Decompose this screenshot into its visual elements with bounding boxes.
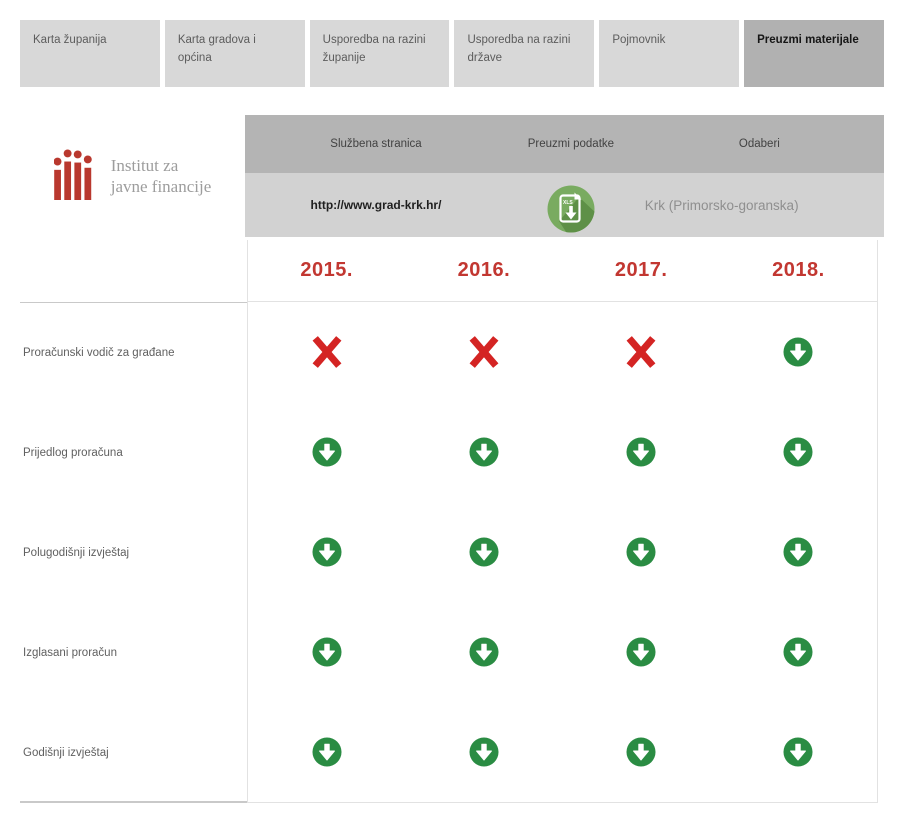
- download-icon-izglasani-proracun-2017[interactable]: [563, 602, 720, 702]
- selection-panel: Službena stranica Preuzmi podatke Odaber…: [245, 115, 884, 237]
- download-icon-prijedlog-proracuna-2017[interactable]: [563, 402, 720, 502]
- download-icon-godisnji-izvjestaj-2015[interactable]: [248, 702, 405, 802]
- download-icon-godisnji-izvjestaj-2017[interactable]: [563, 702, 720, 802]
- select-header: Odaberi: [738, 138, 780, 150]
- ijf-bars-logo-icon: [53, 148, 96, 205]
- download-icon-polugodisnji-izvjestaj-2017[interactable]: [563, 502, 720, 602]
- download-icon-prijedlog-proracuna-2015[interactable]: [248, 402, 405, 502]
- table-row: [248, 602, 877, 702]
- year-header-2018: 2018.: [772, 259, 825, 281]
- selected-municipality: Krk (Primorsko-goranska): [644, 197, 799, 213]
- selection-panel-values: http://www.grad-krk.hr/ XLS: [245, 173, 884, 237]
- download-icon-proracunski-vodic-za-gra-ane-2018[interactable]: [720, 302, 877, 402]
- download-icon-izglasani-proracun-2016[interactable]: [405, 602, 562, 702]
- download-icon-prijedlog-proracuna-2016[interactable]: [405, 402, 562, 502]
- tab-usporedba-na-razini-drzave[interactable]: Usporedba na razini države: [454, 20, 595, 87]
- row-label-godisnji-izvjestaj: Godišnji izvještaj: [23, 747, 109, 759]
- tab-pojmovnik[interactable]: Pojmovnik: [599, 20, 740, 87]
- tab-bar: Karta županija Karta gradova i općina Uspo…: [20, 20, 884, 87]
- row-label-proracunski-vodic-za-gra-ane: Proračunski vodič za građane: [23, 347, 175, 359]
- download-icon-izglasani-proracun-2018[interactable]: [720, 602, 877, 702]
- row-label-izglasani-proracun: Izglasani proračun: [23, 647, 117, 659]
- not-available-icon-proracunski-vodic-za-gra-ane-2016: [405, 302, 562, 402]
- row-labels: Proračunski vodič za građane Prijedlog pr…: [20, 302, 247, 803]
- tab-usporedba-na-razini-zupanije[interactable]: Usporedba na razini županije: [309, 20, 450, 87]
- table-row: [248, 302, 877, 402]
- year-header-2015: 2015.: [300, 259, 353, 281]
- download-icon-godisnji-izvjestaj-2016[interactable]: [405, 702, 562, 802]
- materials-table: 2015. 2016. 2017. 2018.: [247, 240, 878, 803]
- year-header-2016: 2016.: [457, 259, 511, 281]
- table-row: [248, 402, 877, 502]
- years-row: 2015. 2016. 2017. 2018.: [248, 240, 877, 302]
- table-row: [248, 702, 877, 802]
- year-header-2017: 2017.: [614, 259, 668, 281]
- download-icon-polugodisnji-izvjestaj-2016[interactable]: [405, 502, 562, 602]
- table-grid: [248, 302, 877, 802]
- official-site-header: Službena stranica: [330, 138, 422, 150]
- tab-preuzmi-materijale[interactable]: Preuzmi materijale: [744, 20, 884, 87]
- tab-karta-zupanija[interactable]: Karta županija: [20, 20, 160, 87]
- row-label-polugodisnji-izvjestaj: Polugodišnji izvještaj: [23, 547, 130, 559]
- not-available-icon-proracunski-vodic-za-gra-ane-2015: [248, 302, 405, 402]
- logo: Institut za javne financije: [20, 115, 245, 237]
- download-icon-polugodisnji-izvjestaj-2015[interactable]: [248, 502, 405, 602]
- not-available-icon-proracunski-vodic-za-gra-ane-2017: [563, 302, 720, 402]
- svg-text:XLS: XLS: [563, 200, 573, 206]
- row-label-prijedlog-proracuna: Prijedlog proračuna: [23, 447, 123, 459]
- official-site-link[interactable]: http://www.grad-krk.hr/: [310, 198, 442, 212]
- download-icon-prijedlog-proracuna-2018[interactable]: [720, 402, 877, 502]
- download-icon-godisnji-izvjestaj-2018[interactable]: [720, 702, 877, 802]
- table-row: [248, 502, 877, 602]
- download-data-header: Preuzmi podatke: [527, 138, 615, 150]
- tab-karta-gradova-i-opcina[interactable]: Karta gradova i općina: [164, 20, 305, 87]
- logo-text: Institut za javne financije: [110, 155, 212, 196]
- download-xls-icon[interactable]: XLS: [545, 183, 597, 235]
- selection-panel-header: Službena stranica Preuzmi podatke Odaber…: [245, 115, 884, 173]
- download-icon-polugodisnji-izvjestaj-2018[interactable]: [720, 502, 877, 602]
- download-icon-izglasani-proracun-2015[interactable]: [248, 602, 405, 702]
